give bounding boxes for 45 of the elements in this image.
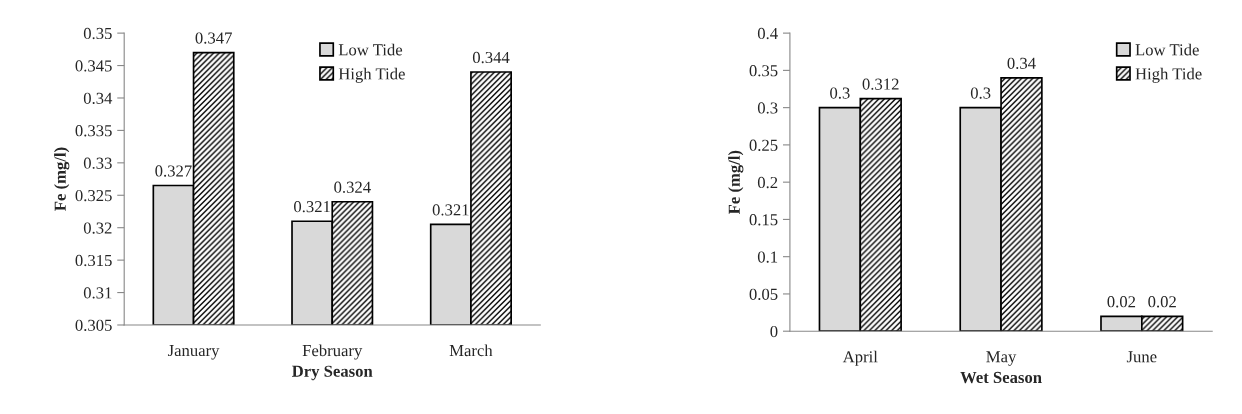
data-label: 0.347: [195, 32, 232, 44]
data-label: 0.344: [472, 51, 510, 64]
y-tick-label: 0.325: [75, 189, 112, 202]
y-tick-label: 0.35: [749, 65, 778, 77]
y-tick-label: 0.35: [83, 27, 112, 40]
y-tick-label: 0.305: [75, 319, 112, 332]
y-tick-label: 0.32: [83, 222, 112, 234]
y-tick-label: 0.4: [757, 27, 778, 40]
y-tick-label: 0.25: [749, 139, 778, 151]
y-tick-label: 0.05: [749, 288, 778, 300]
y-axis-title: Fe (mg/l): [728, 150, 744, 215]
data-label: 0.3: [830, 87, 850, 99]
y-tick-label: 0.1: [757, 251, 778, 263]
x-tick-label: May: [986, 351, 1017, 366]
data-label: 0.02: [1107, 296, 1136, 308]
y-tick-label: 0.345: [75, 60, 112, 72]
x-tick-label: January: [167, 345, 220, 360]
data-label: 0.321: [294, 201, 330, 213]
legend-label: High Tide: [1135, 67, 1202, 83]
legend-label: Low Tide: [1135, 43, 1199, 56]
x-axis-title: Wet Season: [960, 371, 1042, 384]
x-tick-label: June: [1126, 351, 1157, 363]
x-tick-label: March: [449, 344, 493, 357]
y-tick-label: 0: [770, 325, 778, 338]
y-tick-label: 0.335: [75, 125, 112, 137]
data-label: 0.312: [862, 78, 899, 90]
y-tick-label: 0.31: [83, 287, 112, 299]
y-tick-label: 0.315: [75, 254, 112, 267]
x-axis-title: Dry Season: [292, 365, 373, 381]
y-tick-label: 0.3: [757, 102, 778, 114]
y-tick-label: 0.2: [757, 176, 778, 189]
data-label: 0.3: [970, 87, 991, 99]
data-label: 0.02: [1148, 296, 1176, 308]
x-tick-label: April: [842, 350, 878, 366]
data-label: 0.324: [334, 181, 371, 193]
data-label: 0.321: [432, 204, 469, 216]
data-label: 0.34: [1007, 57, 1036, 69]
y-tick-label: 0.33: [83, 157, 112, 169]
y-tick-label: 0.15: [749, 214, 778, 226]
y-tick-label: 0.34: [83, 92, 113, 104]
data-label: 0.327: [155, 165, 192, 177]
x-tick-label: February: [302, 344, 363, 360]
y-axis-title: Fe (mg/l): [54, 147, 70, 211]
legend-label: High Tide: [338, 67, 405, 83]
legend-label: Low Tide: [338, 43, 403, 56]
